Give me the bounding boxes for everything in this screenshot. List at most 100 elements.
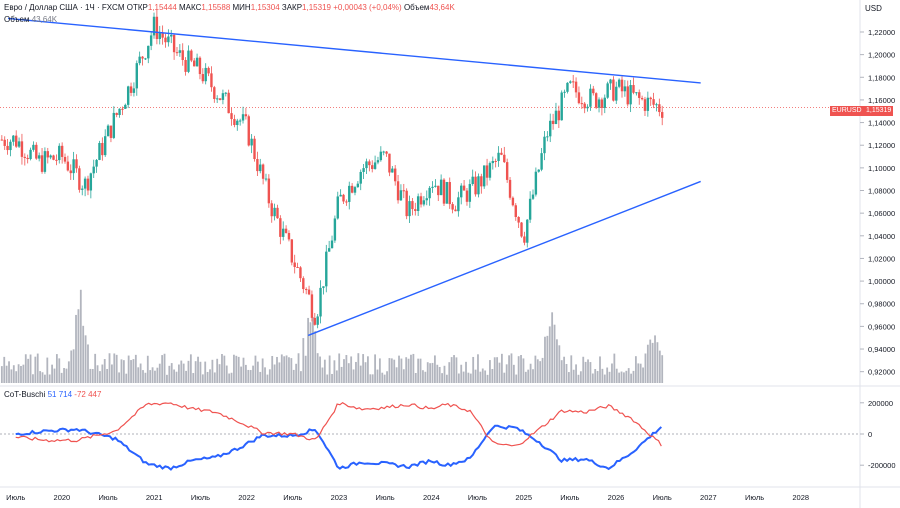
volume-bar <box>556 339 558 383</box>
volume-bar <box>422 370 424 383</box>
candle-down <box>270 203 273 217</box>
candle-down <box>402 190 406 192</box>
volume-bar <box>522 358 525 383</box>
price-tick-label: 1,22000 <box>868 28 895 37</box>
volume-bar <box>125 373 128 383</box>
volume-bar <box>216 358 219 383</box>
candle-up <box>215 98 219 100</box>
price-tick-label: 1,06000 <box>868 209 895 218</box>
candle-up <box>9 141 12 151</box>
volume-bar <box>376 369 379 383</box>
candle-up <box>365 161 368 169</box>
volume-bar <box>390 358 393 383</box>
volume-bar <box>304 355 307 383</box>
volume-bar <box>146 355 149 383</box>
candle-down <box>69 170 72 174</box>
time-tick-label: Июль <box>560 493 579 502</box>
candle-down <box>40 155 44 172</box>
volume-bar <box>467 372 470 383</box>
volume-bar <box>106 368 109 383</box>
volume-bar <box>364 362 367 383</box>
volume-bar <box>10 369 13 383</box>
volume-bar <box>553 324 556 383</box>
volume-bar <box>101 364 104 383</box>
volume-bar <box>185 370 187 383</box>
volume-legend-label: Объем <box>4 15 30 24</box>
volume-bar <box>539 361 542 383</box>
volume-bar <box>570 355 573 383</box>
candle-down <box>52 155 55 160</box>
indicator-value-1: 51 714 <box>47 390 73 399</box>
symbol-header: Евро / Доллар США · 1Ч · FXCM ОТКР1,1544… <box>4 3 455 12</box>
candle-up <box>425 198 428 201</box>
candle-up <box>241 114 245 121</box>
candle-up <box>359 171 362 184</box>
candle-down <box>574 81 578 93</box>
candle-up <box>362 168 365 172</box>
volume-bar <box>84 335 87 383</box>
candle-down <box>46 151 49 158</box>
candle-down <box>414 209 417 211</box>
candle-down <box>313 317 316 325</box>
time-tick-label: Июль <box>191 493 210 502</box>
candle-down <box>201 74 205 82</box>
candle-up <box>655 104 658 106</box>
candle-down <box>141 56 144 59</box>
volume-bar <box>316 353 319 383</box>
volume-legend: Объем 43,64K <box>4 15 57 24</box>
candle-up <box>399 190 403 201</box>
volume-bar <box>410 354 412 383</box>
candle-up <box>497 152 500 162</box>
candle-up <box>330 240 334 249</box>
candle-down <box>115 112 118 115</box>
candle-down <box>640 97 644 100</box>
volume-bar <box>72 349 75 383</box>
candle-down <box>661 112 664 118</box>
volume-bar <box>632 370 635 383</box>
volume-bar <box>24 354 27 383</box>
candle-up <box>635 92 638 94</box>
volume-bar <box>70 350 73 383</box>
candle-up <box>204 67 207 82</box>
candle-up <box>560 92 563 121</box>
volume-bar <box>584 361 587 383</box>
volume-bar <box>646 344 649 383</box>
candle-up <box>83 178 87 189</box>
volume-label: Объем <box>403 3 430 12</box>
volume-bar <box>209 369 211 383</box>
volume-bar <box>414 372 417 383</box>
volume-bar <box>223 355 226 383</box>
candle-down <box>652 99 655 105</box>
candle-down <box>244 114 248 117</box>
volume-bar <box>431 362 434 383</box>
cot-tick-label: 0 <box>868 430 872 439</box>
candle-down <box>121 108 124 110</box>
candle-down <box>287 232 291 240</box>
candle-down <box>35 144 38 159</box>
volume-bar <box>558 345 561 383</box>
volume-bar <box>625 370 628 383</box>
volume-bar <box>637 363 640 383</box>
time-tick-label: Июль <box>745 493 764 502</box>
candle-up <box>37 155 41 159</box>
volume-bar <box>352 369 355 383</box>
volume-bar <box>548 326 551 383</box>
volume-bar <box>596 371 599 383</box>
volume-bar <box>58 358 61 383</box>
volume-bar <box>168 365 171 383</box>
volume-bar <box>381 372 384 383</box>
candle-up <box>460 185 463 198</box>
candle-up <box>526 219 529 243</box>
candle-up <box>531 194 535 199</box>
volume-bar <box>44 374 46 383</box>
candle-up <box>170 34 173 37</box>
candle-up <box>118 108 121 115</box>
volume-bar <box>618 372 621 383</box>
volume-bar <box>53 368 56 383</box>
candle-down <box>261 164 265 179</box>
volume-bar <box>158 363 161 383</box>
volume-bar <box>465 361 467 383</box>
candle-up <box>623 86 627 92</box>
trendline <box>7 17 701 84</box>
volume-bar <box>369 374 372 383</box>
